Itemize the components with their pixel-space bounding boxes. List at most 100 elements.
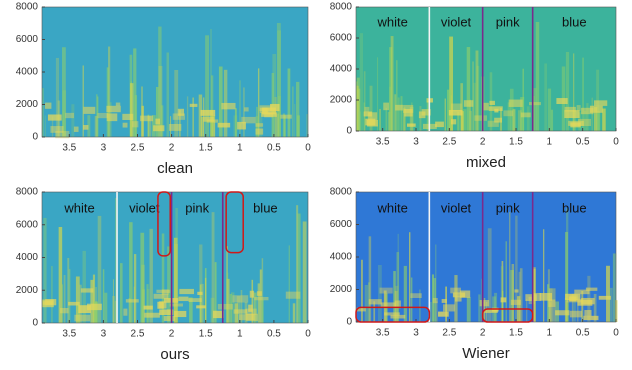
spectrogram-texture [133,48,137,137]
spectrogram-texture [403,265,407,322]
spectrogram-texture [535,21,540,132]
spectrogram-texture [577,296,579,322]
x-tick-label: 2.5 [131,143,145,154]
spectrogram-texture [433,278,437,322]
spectrogram-texture [47,114,62,121]
spectrogram-texture [256,291,262,296]
spectrogram-texture [501,261,504,322]
spectrogram-texture [63,274,66,323]
spectrogram-texture [239,80,241,137]
spectrogram-texture [473,82,477,131]
spectrogram-texture [62,284,64,323]
spectrogram-texture [389,47,393,131]
spectrogram-texture [87,115,91,137]
spectrogram-texture [261,299,264,323]
spectrogram-texture [380,302,396,308]
spectrogram-texture [261,258,264,323]
spectrogram-texture [466,47,471,131]
spectrogram-texture [192,97,195,137]
spectrogram-texture [232,295,249,303]
spectrogram-texture [167,246,171,323]
spectrogram-texture [239,314,255,321]
spectrogram-texture [517,110,522,131]
y-tick-label: 2000 [16,285,39,296]
spectrogram-texture [400,96,403,131]
spectrogram-texture [358,111,361,131]
spectrogram-texture [569,294,578,302]
spectrogram-texture [487,228,492,322]
spectrogram-texture [253,292,256,323]
spectrogram-texture [244,107,249,112]
spectrogram-texture [573,53,575,131]
spectrogram-texture [409,232,411,322]
spectrogram-texture [200,116,204,137]
spectrogram-texture [509,211,511,322]
x-tick-label: 3 [101,329,107,340]
spectrogram-texture [306,114,309,137]
x-tick-label: 0.5 [267,329,281,340]
x-tick-label: 3.5 [62,329,76,340]
spectrogram-texture [582,57,584,131]
spectrogram-texture [114,300,118,323]
spectrogram-texture [445,286,448,322]
spectrogram-texture [261,107,269,114]
spectrogram-texture [526,106,530,131]
spectrogram-texture [155,86,159,137]
x-tick-label: 3 [101,143,107,154]
spectrogram-texture [241,116,256,124]
spectrogram-texture [577,118,592,127]
spectrogram-texture [131,121,139,128]
x-tick-label: 0 [305,329,311,340]
spectrogram-texture [71,104,75,137]
spectrogram-texture [178,296,189,302]
spectrogram-texture [385,108,387,131]
spectrogram-texture [373,301,376,322]
spectrogram-texture [274,96,277,137]
spectrogram-texture [240,289,243,323]
x-tick-label: 2.5 [442,137,456,148]
spectrogram-texture [539,293,552,301]
x-tick-label: 3.5 [376,137,390,148]
y-tick-label: 8000 [16,2,39,13]
spectrogram-texture [395,104,403,111]
spectrogram-texture [451,119,457,125]
spectrogram-texture [45,299,57,306]
spectrogram-texture [55,57,60,138]
spectrogram-texture [533,292,542,301]
spectrogram-texture [487,120,499,127]
x-tick-label: 2.5 [131,329,145,340]
spectrogram-texture [356,307,366,312]
spectrogram-texture [158,26,162,137]
spectrogram [356,7,616,132]
spectrogram-texture [82,65,84,137]
spectrogram [356,192,618,322]
spectrogram-texture [217,122,231,128]
spectrogram-texture [379,287,393,294]
spectrogram-texture [505,241,507,322]
y-tick-label: 4000 [16,252,39,263]
spectrogram-texture [564,106,576,112]
spectrogram-texture [282,113,286,137]
spectrogram-texture [514,289,519,293]
spectrogram-texture [525,298,528,322]
spectrogram-texture [280,114,292,119]
spectrogram-texture [593,100,608,106]
spectrogram-texture [466,297,471,322]
spectrogram-texture [376,57,379,131]
spectrogram-texture [574,289,590,295]
spectrogram-texture [97,96,99,137]
segment-label: pink [496,200,520,215]
spectrogram-texture [302,221,307,323]
spectrogram-texture [199,283,204,323]
spectrogram-texture [410,277,413,322]
spectrogram-texture [147,114,150,137]
spectrogram-texture [67,257,70,323]
spectrogram-texture [226,278,230,323]
spectrogram-texture [609,287,613,322]
segment-label: white [376,15,407,30]
spectrogram-texture [568,120,584,126]
spectrogram-texture [65,112,75,119]
spectrogram-texture [510,299,521,305]
spectrogram-texture [245,308,257,315]
